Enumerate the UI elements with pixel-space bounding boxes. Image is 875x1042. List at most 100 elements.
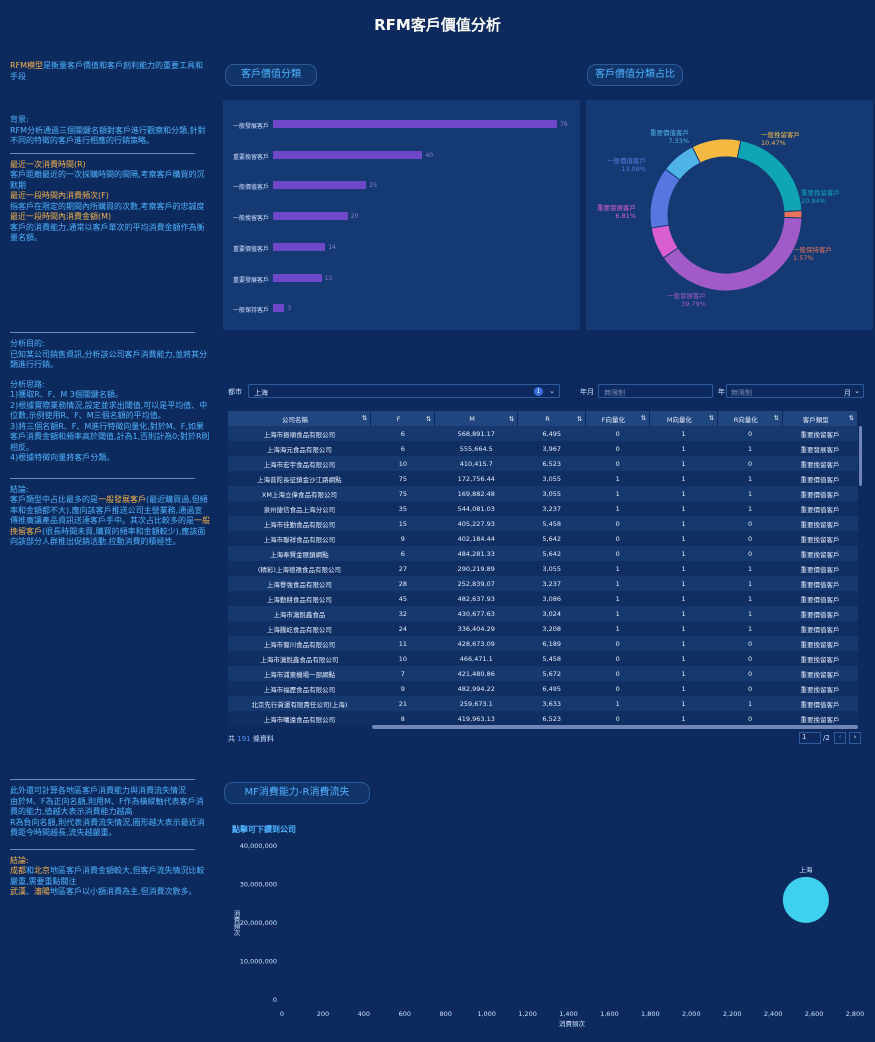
table-row[interactable]: 上海市滬銳鑫食品 32 430,677.63 3,024 1 1 1 重要價值客戶 [228, 606, 858, 621]
table-cell: 上海市福歷食品有限公司 [228, 681, 371, 696]
bar[interactable] [273, 120, 557, 128]
table-cell: 1 [649, 606, 718, 621]
vertical-scrollbar[interactable] [859, 426, 862, 486]
table-row[interactable]: 上海市宏宇食品有限公司 10 410,415.7 6,523 0 1 0 重要挽留客戶 [228, 456, 858, 471]
table-cell: 1 [585, 606, 650, 621]
bar[interactable] [273, 212, 348, 221]
table-cell: 重要價值客戶 [782, 501, 858, 516]
sort-icon[interactable]: ⇅ [361, 413, 368, 422]
sort-icon[interactable]: ⇅ [576, 414, 583, 423]
table-row[interactable]: 北京先行貨運有限責任公司(上海) 21 259,673.1 3,633 1 1 1 重要價值客… [228, 696, 858, 711]
prev-page-button[interactable]: ‹ [834, 732, 846, 744]
bubble-point[interactable] [782, 876, 829, 923]
sort-icon[interactable]: ⇅ [773, 413, 779, 422]
table-row[interactable]: 泉州捷信食品上海分公司 35 544,081.03 3,237 1 1 1 重要價值客戶 [228, 501, 858, 516]
bar-label: 重要挽留客戶 [233, 153, 270, 161]
table-row[interactable]: 上海普陀長征鎮金沙江路網點 75 172,756.44 3,055 1 1 1 重要價值客戶 [228, 471, 858, 486]
table-row[interactable]: (精彩)上海德禧食品有限公司 27 290,219.89 3,055 1 1 1 重要價值客戶 [228, 561, 858, 576]
column-header[interactable]: F向量化 ⇅ [585, 411, 651, 426]
table-cell: 上海市聯祥食品有限公司 [228, 531, 371, 546]
year-placeholder: 無限制 [731, 389, 752, 397]
r-text: 客戶距離最近的一次採購時間的間隔,考察客戶購買的沉默期 [10, 170, 205, 190]
table-row[interactable]: 上海市佳勤食品有限公司 15 405,227.93 5,458 0 1 0 重要挽留客戶 [228, 516, 858, 531]
column-header[interactable]: 公司名稱 ⇅ [228, 411, 372, 426]
bar[interactable] [273, 304, 285, 313]
pie-slice[interactable] [736, 139, 803, 213]
table-row[interactable]: 上海海元食品有限公司 6 555,664.5 3,967 0 1 1 重要發展客戶 [228, 441, 858, 456]
table-cell: 1 [585, 501, 650, 516]
pie-slice[interactable] [664, 146, 701, 181]
chevron-down-icon: ⌄ [854, 387, 860, 395]
sort-icon[interactable]: ⇅ [425, 414, 432, 423]
goal-title: 分析目的: [10, 339, 45, 348]
conclusion2-a: 成都和北京地區客戶消費金額較大,但客戶流失情況比較嚴重,需要重點關注 [10, 866, 210, 887]
table-row[interactable]: 上海勤耕食品有限公司 45 482,637.93 3,086 1 1 1 重要價值客戶 [228, 591, 858, 606]
bar-value: 13 [324, 274, 333, 282]
column-header[interactable]: 客戶類型 ⇅ [782, 411, 858, 426]
table-cell: (精彩)上海德禧食品有限公司 [228, 561, 371, 576]
pie-slice[interactable] [662, 216, 803, 292]
sort-icon[interactable]: ⇅ [848, 413, 854, 422]
table-row[interactable]: 上海奉賢金匯鎮網點 6 484,281.33 5,642 0 1 0 重要挽留客戶 [228, 546, 858, 561]
table-cell: 0 [717, 681, 783, 696]
table-row[interactable]: 上海譽強食品有限公司 28 252,839.07 3,237 1 1 1 重要價值客戶 [228, 576, 858, 591]
column-header[interactable]: F ⇅ [370, 411, 436, 426]
total-suffix: 條資料 [252, 735, 274, 743]
pie-chart-tag: 客戶價值分類占比 [587, 64, 683, 86]
month-input[interactable]: 無限制 [598, 384, 713, 398]
pie-slice[interactable] [649, 168, 681, 229]
pie-label: 一般挽留客戶 [761, 130, 800, 139]
sort-icon[interactable]: ⇅ [640, 413, 647, 422]
table-row[interactable]: 上海市聯祥食品有限公司 9 402,184.44 5,642 0 1 0 重要挽留客戶 [228, 531, 858, 546]
table-cell: 泉州捷信食品上海分公司 [228, 501, 371, 516]
next-page-button[interactable]: › [849, 732, 861, 744]
table-row[interactable]: 上海騰屹食品有限公司 24 336,404.29 3,208 1 1 1 重要價值客戶 [228, 621, 858, 636]
column-header[interactable]: M向量化 ⇅ [649, 411, 719, 426]
table-cell: 0 [717, 651, 783, 666]
pie-label: 20.94% [801, 197, 826, 205]
bar-value: 3 [287, 305, 292, 313]
city-hl: 瀋陽 [34, 887, 50, 896]
pie-slice[interactable] [691, 138, 742, 164]
table-row[interactable]: 上海市曦遠食品有限公司 8 419,963.13 6,523 0 1 0 重要挽留客戶 [228, 711, 858, 726]
table-cell: 北京先行貨運有限責任公司(上海) [228, 696, 371, 711]
table-row[interactable]: 上海市蜀川食品有限公司 11 428,673.09 6,189 0 1 0 重要挽留客戶 [228, 636, 858, 651]
y-tick-label: 10,000,000 [240, 958, 277, 966]
table-cell: 75 [370, 486, 435, 501]
pie-chart-panel: 一般挽留客戶 10.47% 重要挽留客戶 20.94% 一般保持客戶 1.57% 一般發展客… [586, 100, 873, 330]
table-row[interactable]: XM上海立偉食品有限公司 75 169,882.48 3,055 1 1 1 重要價值客戶 [228, 486, 858, 501]
bubble-subtitle[interactable]: 點擊可下鑽到公司 [232, 825, 296, 834]
column-header-label: 客戶類型 [802, 415, 829, 424]
column-header[interactable]: M ⇅ [434, 411, 519, 426]
table-cell: 重要挽留客戶 [782, 636, 858, 651]
sort-icon[interactable]: ⇅ [508, 414, 515, 423]
table-cell: 45 [370, 591, 435, 606]
conclusion2-b: 武漢、瀋陽地區客戶以小額消費為主,但消費次數多。 [10, 887, 210, 898]
table-cell: 21 [370, 696, 435, 711]
bar[interactable] [273, 273, 322, 282]
column-header[interactable]: R ⇅ [517, 411, 587, 426]
bar[interactable] [273, 150, 423, 159]
table-cell: 484,281.33 [434, 546, 518, 561]
table-cell: 重要價值客戶 [782, 576, 858, 591]
bar[interactable] [273, 181, 367, 190]
year-input[interactable]: 無限制 月 ⌄ [726, 384, 864, 398]
table-row[interactable]: 上海市滬銳鑫食品有限公司 10 466,471.1 5,458 0 1 0 重要挽留客戶 [228, 651, 858, 666]
table-row[interactable]: 上海市福歷食品有限公司 9 482,994.22 6,495 0 1 0 重要挽留客戶 [228, 681, 858, 696]
bar-chart-panel: 一般發展客戶 76 重要挽留客戶 40 一般價值客戶 25 一般挽留客戶 20 重要價值客戶 14… [223, 100, 580, 330]
table: 公司名稱 ⇅ F ⇅ M ⇅ R ⇅ F向量化 ⇅ M向量化 ⇅ R向量化 ⇅ 客戶類型 ⇅ … [228, 411, 858, 726]
page-input[interactable]: 1 [799, 732, 821, 744]
city-select[interactable]: 上海 1 ⌄ [248, 384, 560, 398]
horizontal-scrollbar[interactable] [372, 725, 858, 729]
table-cell: 重要價值客戶 [782, 591, 858, 606]
idea-2: 2)根據實際業務情況,設定並求出閾值,可以是平均值、中位數,示例使用R、F、M三… [10, 400, 208, 421]
table-cell: 3,055 [517, 561, 586, 576]
table-row[interactable]: 上海市浦東機場一部網點 7 421,480.86 5,672 0 1 0 重要挽留客戶 [228, 666, 858, 681]
bar[interactable] [273, 242, 326, 251]
table-body: 上海市振順食品有限公司 6 568,891.17 6,495 0 1 0 重要挽留客戶 上海海元… [228, 426, 858, 726]
bar-row: 重要發展客戶 13 [223, 273, 580, 284]
column-header[interactable]: R向量化 ⇅ [717, 411, 783, 426]
sort-icon[interactable]: ⇅ [708, 413, 715, 422]
table-cell: 重要挽留客戶 [782, 456, 858, 471]
table-row[interactable]: 上海市振順食品有限公司 6 568,891.17 6,495 0 1 0 重要挽留客戶 [228, 426, 858, 441]
